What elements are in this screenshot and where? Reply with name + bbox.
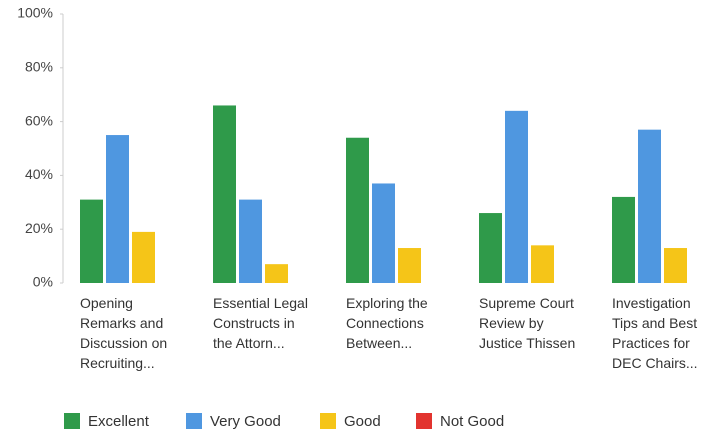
x-tick-label: Supreme Court Review by Justice Thissen: [479, 295, 576, 351]
y-tick-label: 100%: [17, 5, 53, 21]
bar: [80, 199, 103, 283]
bar: [505, 110, 528, 283]
y-tick-label: 20%: [25, 220, 53, 236]
legend-swatch: [186, 413, 202, 429]
x-tick-label: Investigation Tips and Best Practices fo…: [612, 295, 698, 371]
legend-swatch: [416, 413, 432, 429]
bar: [239, 199, 262, 283]
legend-swatch: [64, 413, 80, 429]
bar: [132, 231, 155, 283]
bar: [106, 135, 129, 283]
bar: [479, 213, 502, 283]
bar: [531, 245, 554, 283]
bar: [612, 196, 635, 283]
legend-label: Good: [344, 413, 381, 430]
bar: [638, 129, 661, 283]
y-tick-label: 60%: [25, 112, 53, 128]
bar: [664, 248, 687, 283]
y-tick-label: 0%: [33, 274, 53, 290]
y-tick-label: 80%: [25, 59, 53, 75]
bar: [265, 264, 288, 283]
legend-label: Excellent: [88, 413, 150, 430]
bar: [346, 137, 369, 283]
x-tick-label: Opening Remarks and Discussion on Recrui…: [80, 295, 168, 371]
x-tick-label: Exploring the Connections Between...: [346, 295, 428, 351]
bar: [398, 248, 421, 283]
legend-label: Very Good: [210, 413, 281, 430]
bar: [213, 105, 236, 284]
y-tick-label: 40%: [25, 166, 53, 182]
x-tick-label: Essential Legal Constructs in the Attorn…: [213, 295, 308, 351]
legend-swatch: [320, 413, 336, 429]
legend-label: Not Good: [440, 413, 504, 430]
bar: [372, 183, 395, 283]
